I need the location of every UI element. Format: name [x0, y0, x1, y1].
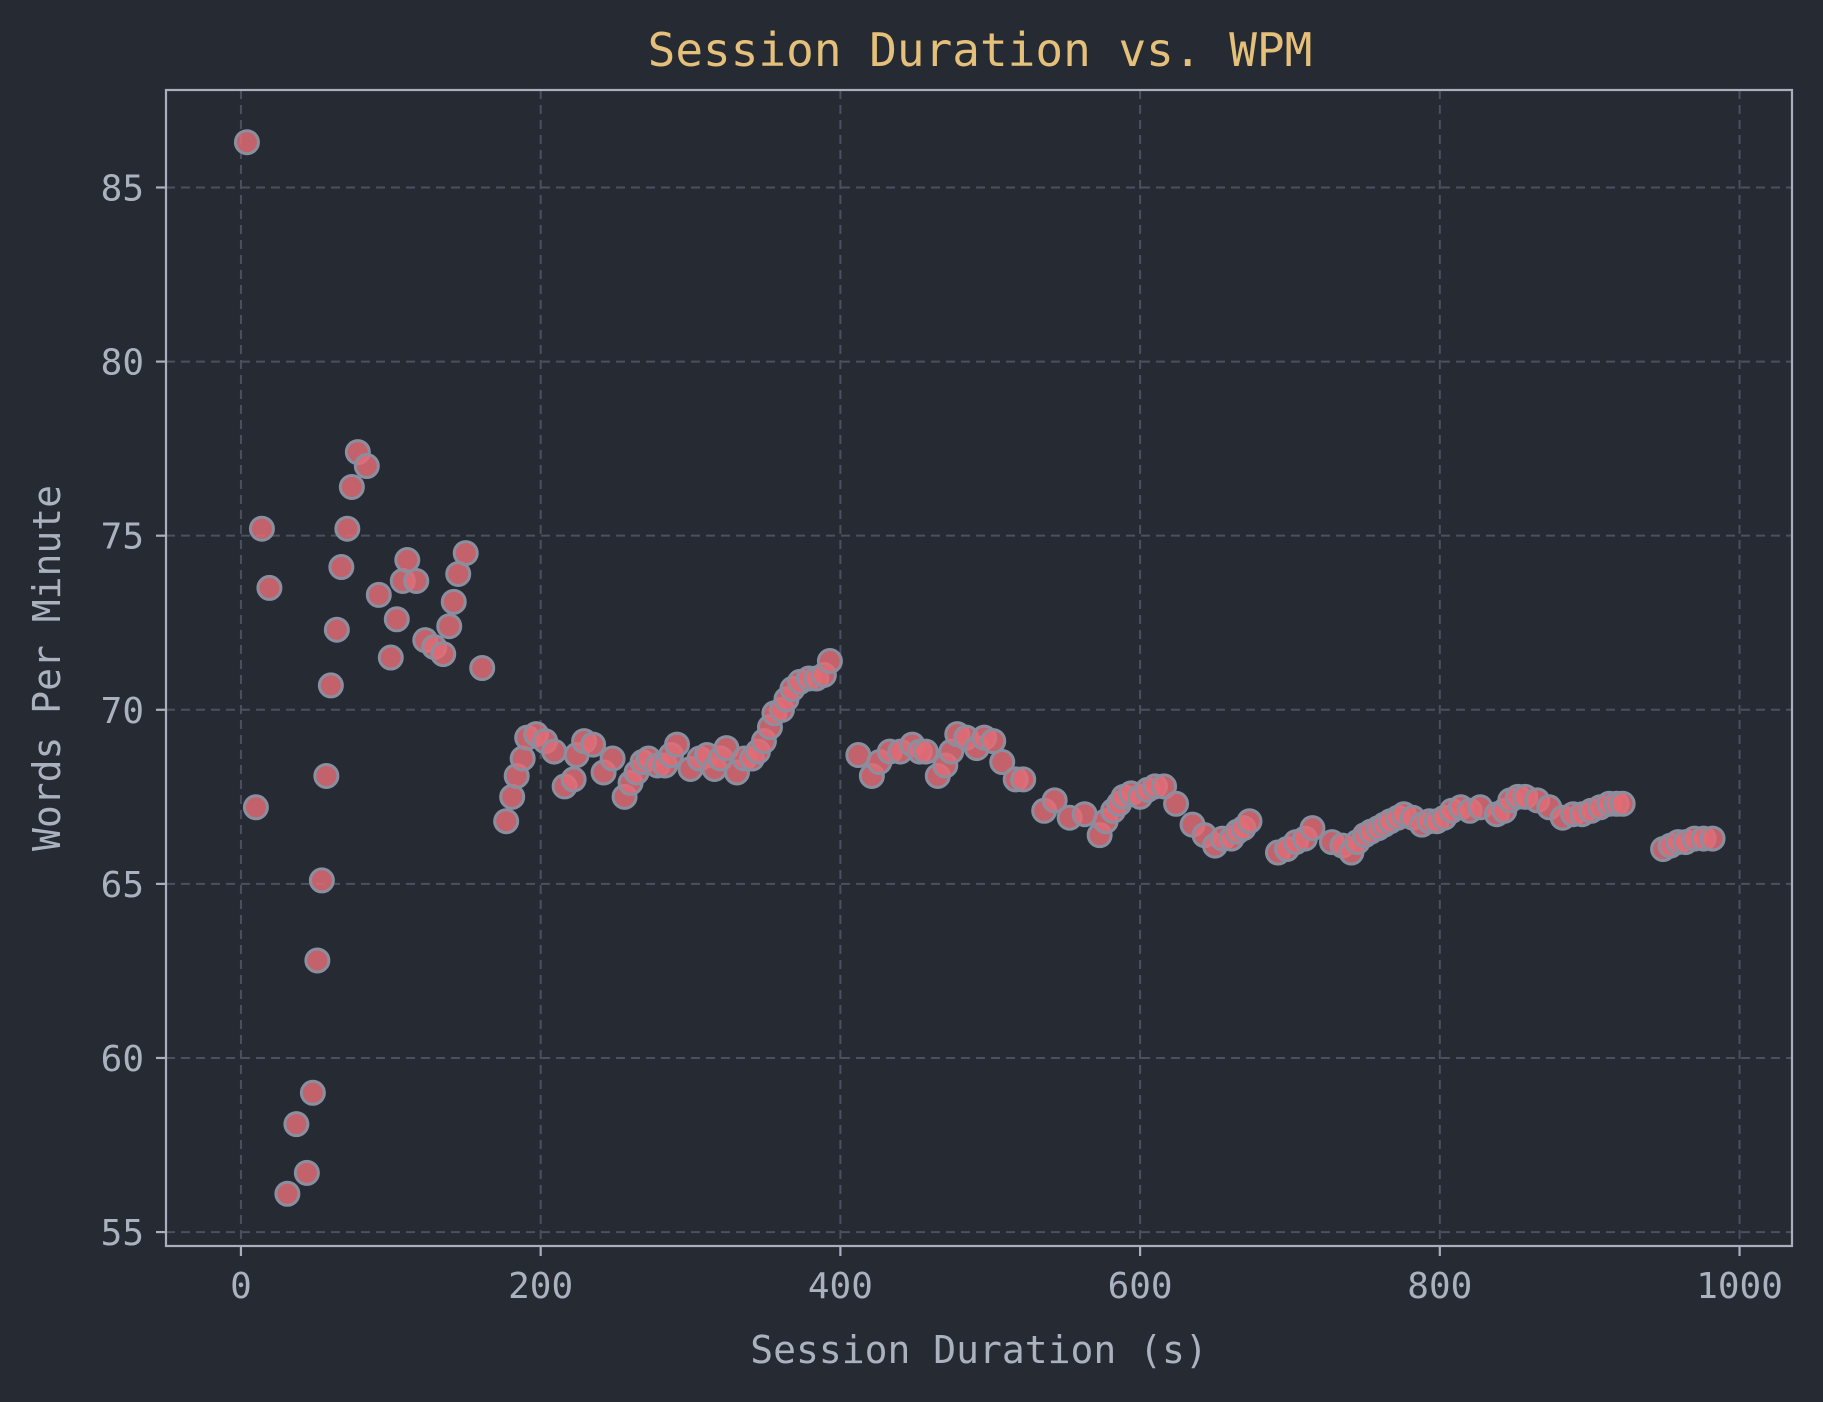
data-point	[1299, 815, 1326, 842]
y-tick-label: 65	[101, 865, 144, 906]
x-axis-label: Session Duration (s)	[750, 1328, 1208, 1372]
data-points	[233, 129, 1726, 1207]
y-tick-label: 80	[101, 343, 144, 384]
data-point	[365, 581, 392, 608]
y-tick-label: 60	[101, 1039, 144, 1080]
data-point	[242, 794, 269, 821]
x-tick-label: 1000	[1696, 1266, 1783, 1307]
axis-ticks: 0 200 400 600 800 1000 55 60 65 70 75 80 85	[101, 168, 1783, 1307]
data-point	[509, 745, 536, 772]
data-point	[338, 473, 365, 500]
y-tick-label: 70	[101, 691, 144, 732]
x-tick-label: 800	[1407, 1266, 1472, 1307]
data-point	[317, 672, 344, 699]
data-point	[283, 1111, 310, 1138]
data-point	[580, 731, 607, 758]
data-point	[394, 547, 421, 574]
data-point	[328, 554, 355, 581]
data-point	[1699, 825, 1726, 852]
data-point	[664, 731, 691, 758]
data-point	[353, 453, 380, 480]
data-point	[274, 1180, 301, 1207]
data-point	[233, 129, 260, 156]
data-point	[1609, 790, 1636, 817]
y-axis-label: Words Per Minute	[25, 485, 69, 851]
data-point	[323, 616, 350, 643]
data-point	[436, 613, 463, 640]
data-point	[304, 947, 331, 974]
data-point	[499, 783, 526, 810]
data-point	[599, 745, 626, 772]
x-tick-label: 400	[808, 1266, 873, 1307]
data-point	[313, 762, 340, 789]
data-point	[493, 808, 520, 835]
y-tick-label: 55	[101, 1213, 144, 1254]
data-point	[469, 655, 496, 681]
data-point	[1236, 808, 1263, 835]
data-point	[1163, 790, 1190, 817]
chart-title: Session Duration vs. WPM	[648, 23, 1313, 77]
data-point	[980, 728, 1007, 755]
x-tick-label: 0	[230, 1266, 252, 1307]
data-point	[452, 540, 479, 567]
grid	[166, 90, 1792, 1246]
data-point	[334, 515, 361, 542]
data-point	[293, 1159, 320, 1186]
data-point	[816, 648, 843, 675]
data-point	[1041, 787, 1068, 814]
data-point	[248, 515, 275, 542]
data-point	[912, 738, 939, 765]
data-point	[989, 749, 1016, 776]
data-point	[299, 1079, 326, 1106]
data-point	[1151, 773, 1178, 800]
x-tick-label: 200	[508, 1266, 573, 1307]
data-point	[560, 766, 587, 793]
data-point	[256, 574, 283, 601]
y-tick-label: 85	[101, 168, 144, 209]
data-point	[383, 606, 410, 633]
data-point	[430, 641, 457, 668]
data-point	[1010, 766, 1037, 793]
data-point	[440, 588, 467, 615]
plot-frame	[164, 88, 1794, 1248]
data-point	[377, 644, 404, 671]
data-point	[308, 867, 335, 894]
y-tick-label: 75	[101, 517, 144, 558]
x-tick-label: 600	[1108, 1266, 1173, 1307]
data-point	[403, 567, 430, 594]
data-point	[541, 738, 568, 765]
